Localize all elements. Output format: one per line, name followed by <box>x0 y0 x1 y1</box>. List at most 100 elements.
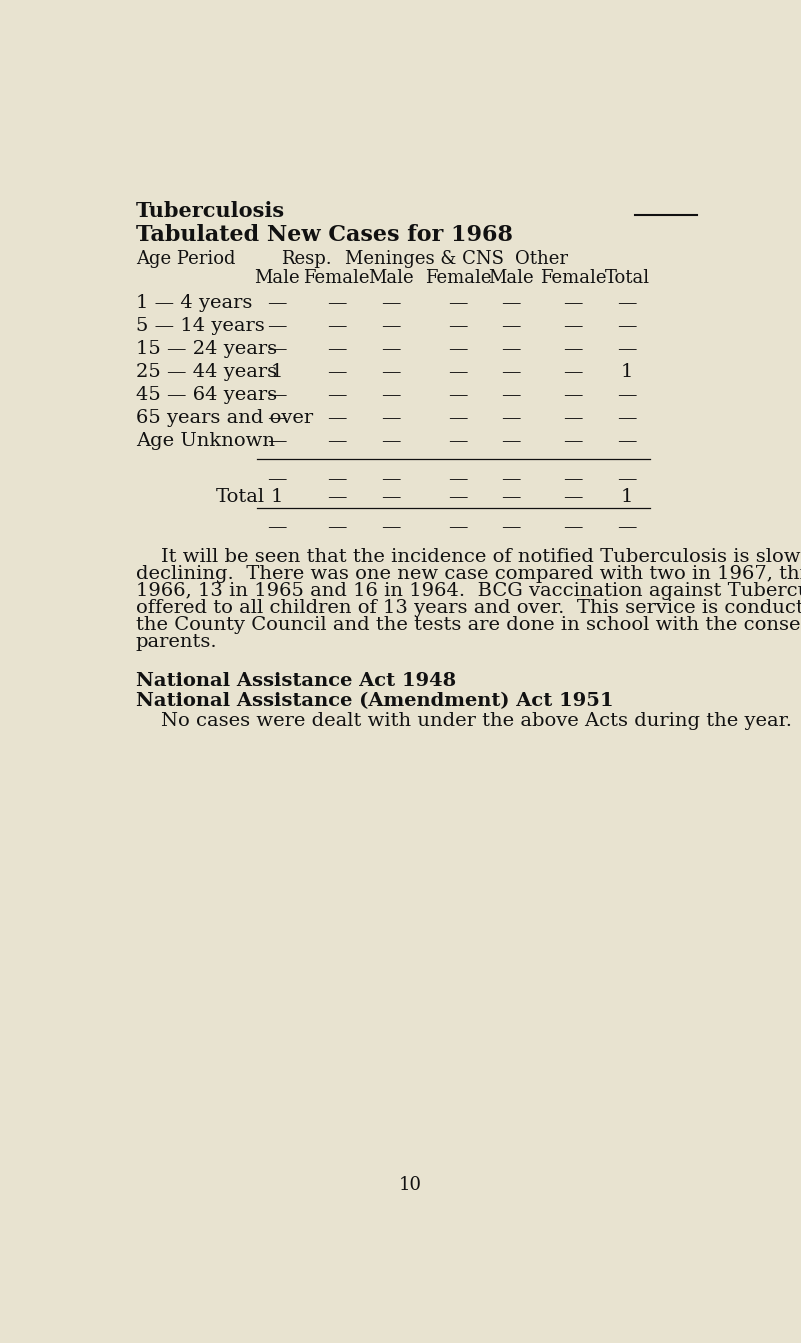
Text: —: — <box>267 317 287 334</box>
Text: —: — <box>267 385 287 404</box>
Text: —: — <box>381 363 400 381</box>
Text: —: — <box>327 410 346 427</box>
Text: —: — <box>449 317 468 334</box>
Text: Age Unknown: Age Unknown <box>136 432 275 450</box>
Text: —: — <box>563 317 582 334</box>
Text: —: — <box>327 294 346 312</box>
Text: —: — <box>501 432 521 450</box>
Text: It will be seen that the incidence of notified Tuberculosis is slowly: It will be seen that the incidence of no… <box>136 548 801 567</box>
Text: —: — <box>381 340 400 357</box>
Text: —: — <box>563 385 582 404</box>
Text: No cases were dealt with under the above Acts during the year.: No cases were dealt with under the above… <box>136 712 791 729</box>
Text: —: — <box>501 385 521 404</box>
Text: —: — <box>618 294 637 312</box>
Text: —: — <box>381 385 400 404</box>
Text: Female: Female <box>540 269 606 287</box>
Text: —: — <box>618 432 637 450</box>
Text: —: — <box>381 432 400 450</box>
Text: —: — <box>449 470 468 488</box>
Text: 1: 1 <box>621 363 634 381</box>
Text: Total: Total <box>605 269 650 287</box>
Text: 1: 1 <box>271 363 283 381</box>
Text: —: — <box>563 294 582 312</box>
Text: 65 years and over: 65 years and over <box>136 410 313 427</box>
Text: declining.  There was one new case compared with two in 1967, three in: declining. There was one new case compar… <box>136 565 801 583</box>
Text: —: — <box>327 363 346 381</box>
Text: Female: Female <box>304 269 370 287</box>
Text: —: — <box>267 517 287 536</box>
Text: —: — <box>449 410 468 427</box>
Text: —: — <box>618 470 637 488</box>
Text: Resp.: Resp. <box>281 250 332 267</box>
Text: —: — <box>449 340 468 357</box>
Text: 10: 10 <box>399 1176 421 1194</box>
Text: parents.: parents. <box>136 633 217 651</box>
Text: 15 — 24 years: 15 — 24 years <box>136 340 277 357</box>
Text: Tabulated New Cases for 1968: Tabulated New Cases for 1968 <box>136 224 513 246</box>
Text: —: — <box>618 517 637 536</box>
Text: —: — <box>563 470 582 488</box>
Text: —: — <box>501 410 521 427</box>
Text: —: — <box>267 432 287 450</box>
Text: —: — <box>381 517 400 536</box>
Text: —: — <box>381 317 400 334</box>
Text: Male: Male <box>254 269 300 287</box>
Text: —: — <box>449 432 468 450</box>
Text: —: — <box>267 470 287 488</box>
Text: 25 — 44 years: 25 — 44 years <box>136 363 277 381</box>
Text: —: — <box>267 294 287 312</box>
Text: —: — <box>501 470 521 488</box>
Text: —: — <box>501 517 521 536</box>
Text: —: — <box>449 517 468 536</box>
Text: —: — <box>449 489 468 506</box>
Text: —: — <box>327 340 346 357</box>
Text: —: — <box>563 363 582 381</box>
Text: Age Period: Age Period <box>136 250 235 267</box>
Text: Female: Female <box>425 269 492 287</box>
Text: —: — <box>327 385 346 404</box>
Text: the County Council and the tests are done in school with the consent of the: the County Council and the tests are don… <box>136 616 801 634</box>
Text: 5 — 14 years: 5 — 14 years <box>136 317 264 334</box>
Text: —: — <box>563 489 582 506</box>
Text: —: — <box>618 317 637 334</box>
Text: —: — <box>501 363 521 381</box>
Text: —: — <box>449 363 468 381</box>
Text: —: — <box>381 410 400 427</box>
Text: Male: Male <box>368 269 413 287</box>
Text: —: — <box>449 294 468 312</box>
Text: —: — <box>618 385 637 404</box>
Text: —: — <box>618 340 637 357</box>
Text: —: — <box>327 489 346 506</box>
Text: —: — <box>381 294 400 312</box>
Text: Total: Total <box>216 489 265 506</box>
Text: —: — <box>501 317 521 334</box>
Text: —: — <box>381 489 400 506</box>
Text: National Assistance (Amendment) Act 1951: National Assistance (Amendment) Act 1951 <box>136 692 614 709</box>
Text: —: — <box>327 470 346 488</box>
Text: —: — <box>618 410 637 427</box>
Text: Meninges & CNS: Meninges & CNS <box>345 250 504 267</box>
Text: —: — <box>449 385 468 404</box>
Text: 1 — 4 years: 1 — 4 years <box>136 294 252 312</box>
Text: —: — <box>563 410 582 427</box>
Text: offered to all children of 13 years and over.  This service is conducted by: offered to all children of 13 years and … <box>136 599 801 618</box>
Text: —: — <box>501 294 521 312</box>
Text: —: — <box>501 340 521 357</box>
Text: Tuberculosis: Tuberculosis <box>136 201 285 222</box>
Text: National Assistance Act 1948: National Assistance Act 1948 <box>136 672 456 690</box>
Text: Other: Other <box>515 250 569 267</box>
Text: —: — <box>267 340 287 357</box>
Text: —: — <box>563 340 582 357</box>
Text: —: — <box>563 432 582 450</box>
Text: —: — <box>327 517 346 536</box>
Text: —: — <box>563 517 582 536</box>
Text: 1: 1 <box>621 489 634 506</box>
Text: 45 — 64 years: 45 — 64 years <box>136 385 277 404</box>
Text: 1966, 13 in 1965 and 16 in 1964.  BCG vaccination against Tuberculosis is: 1966, 13 in 1965 and 16 in 1964. BCG vac… <box>136 583 801 600</box>
Text: 1: 1 <box>271 489 283 506</box>
Text: —: — <box>327 432 346 450</box>
Text: —: — <box>267 410 287 427</box>
Text: —: — <box>381 470 400 488</box>
Text: Male: Male <box>488 269 533 287</box>
Text: —: — <box>327 317 346 334</box>
